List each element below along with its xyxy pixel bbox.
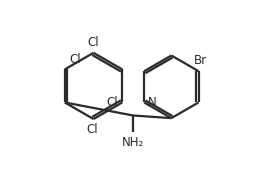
Text: NH₂: NH₂: [122, 136, 144, 149]
Text: Br: Br: [194, 54, 207, 67]
Text: N: N: [148, 96, 157, 109]
Text: Cl: Cl: [106, 96, 118, 109]
Text: Cl: Cl: [88, 36, 99, 49]
Text: Cl: Cl: [69, 53, 81, 66]
Text: Cl: Cl: [87, 123, 98, 136]
